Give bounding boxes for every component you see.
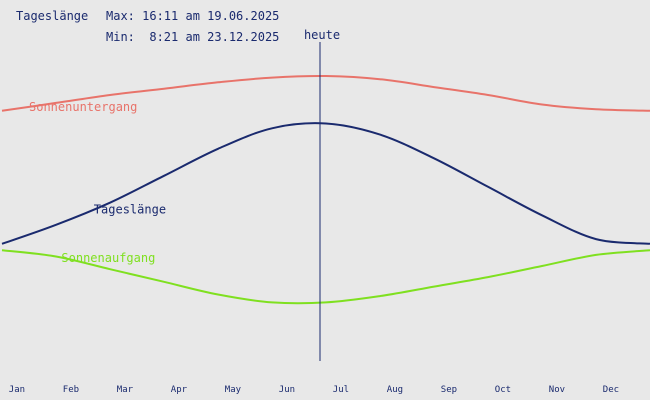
header: Tageslänge Max: 16:11 am 19.06.2025 Min:…: [16, 9, 279, 44]
today-marker-layer: heute: [304, 28, 340, 361]
x-tick-label: Oct: [495, 385, 511, 395]
x-tick-label: Apr: [171, 385, 188, 395]
today-marker-label: heute: [304, 28, 340, 42]
x-tick-label: Aug: [387, 385, 403, 395]
x-tick-label: Jul: [333, 385, 349, 395]
series-label-tagesl-nge: Tageslänge: [94, 202, 166, 216]
x-tick-label: Mar: [117, 385, 134, 395]
min-info: Min: 8:21 am 23.12.2025: [106, 30, 279, 44]
chart-title: Tageslänge: [16, 9, 88, 23]
x-tick-label: Sep: [441, 385, 457, 395]
series-line-sonnenuntergang: [1, 74, 650, 112]
max-info: Max: 16:11 am 19.06.2025: [106, 9, 279, 23]
x-tick-label: Dec: [603, 385, 619, 395]
x-tick-label: Jan: [9, 385, 25, 395]
x-tick-label: Jun: [279, 385, 295, 395]
x-axis: Jan Feb Mar Apr May Jun Jul Aug Sep Oct Nov Dec: [9, 385, 619, 395]
series-labels: Sonnenuntergang Tageslänge Sonnenaufgang: [29, 100, 166, 265]
series-line-tagesl-nge: [1, 122, 650, 245]
x-tick-label: May: [225, 385, 242, 395]
series-label-sonnenaufgang: Sonnenaufgang: [61, 251, 155, 265]
series-line-sonnenaufgang: [1, 249, 650, 305]
series-layer: [1, 74, 650, 305]
series-label-sonnenuntergang: Sonnenuntergang: [29, 100, 137, 114]
x-tick-label: Nov: [549, 385, 565, 395]
x-tick-label: Feb: [63, 385, 79, 395]
